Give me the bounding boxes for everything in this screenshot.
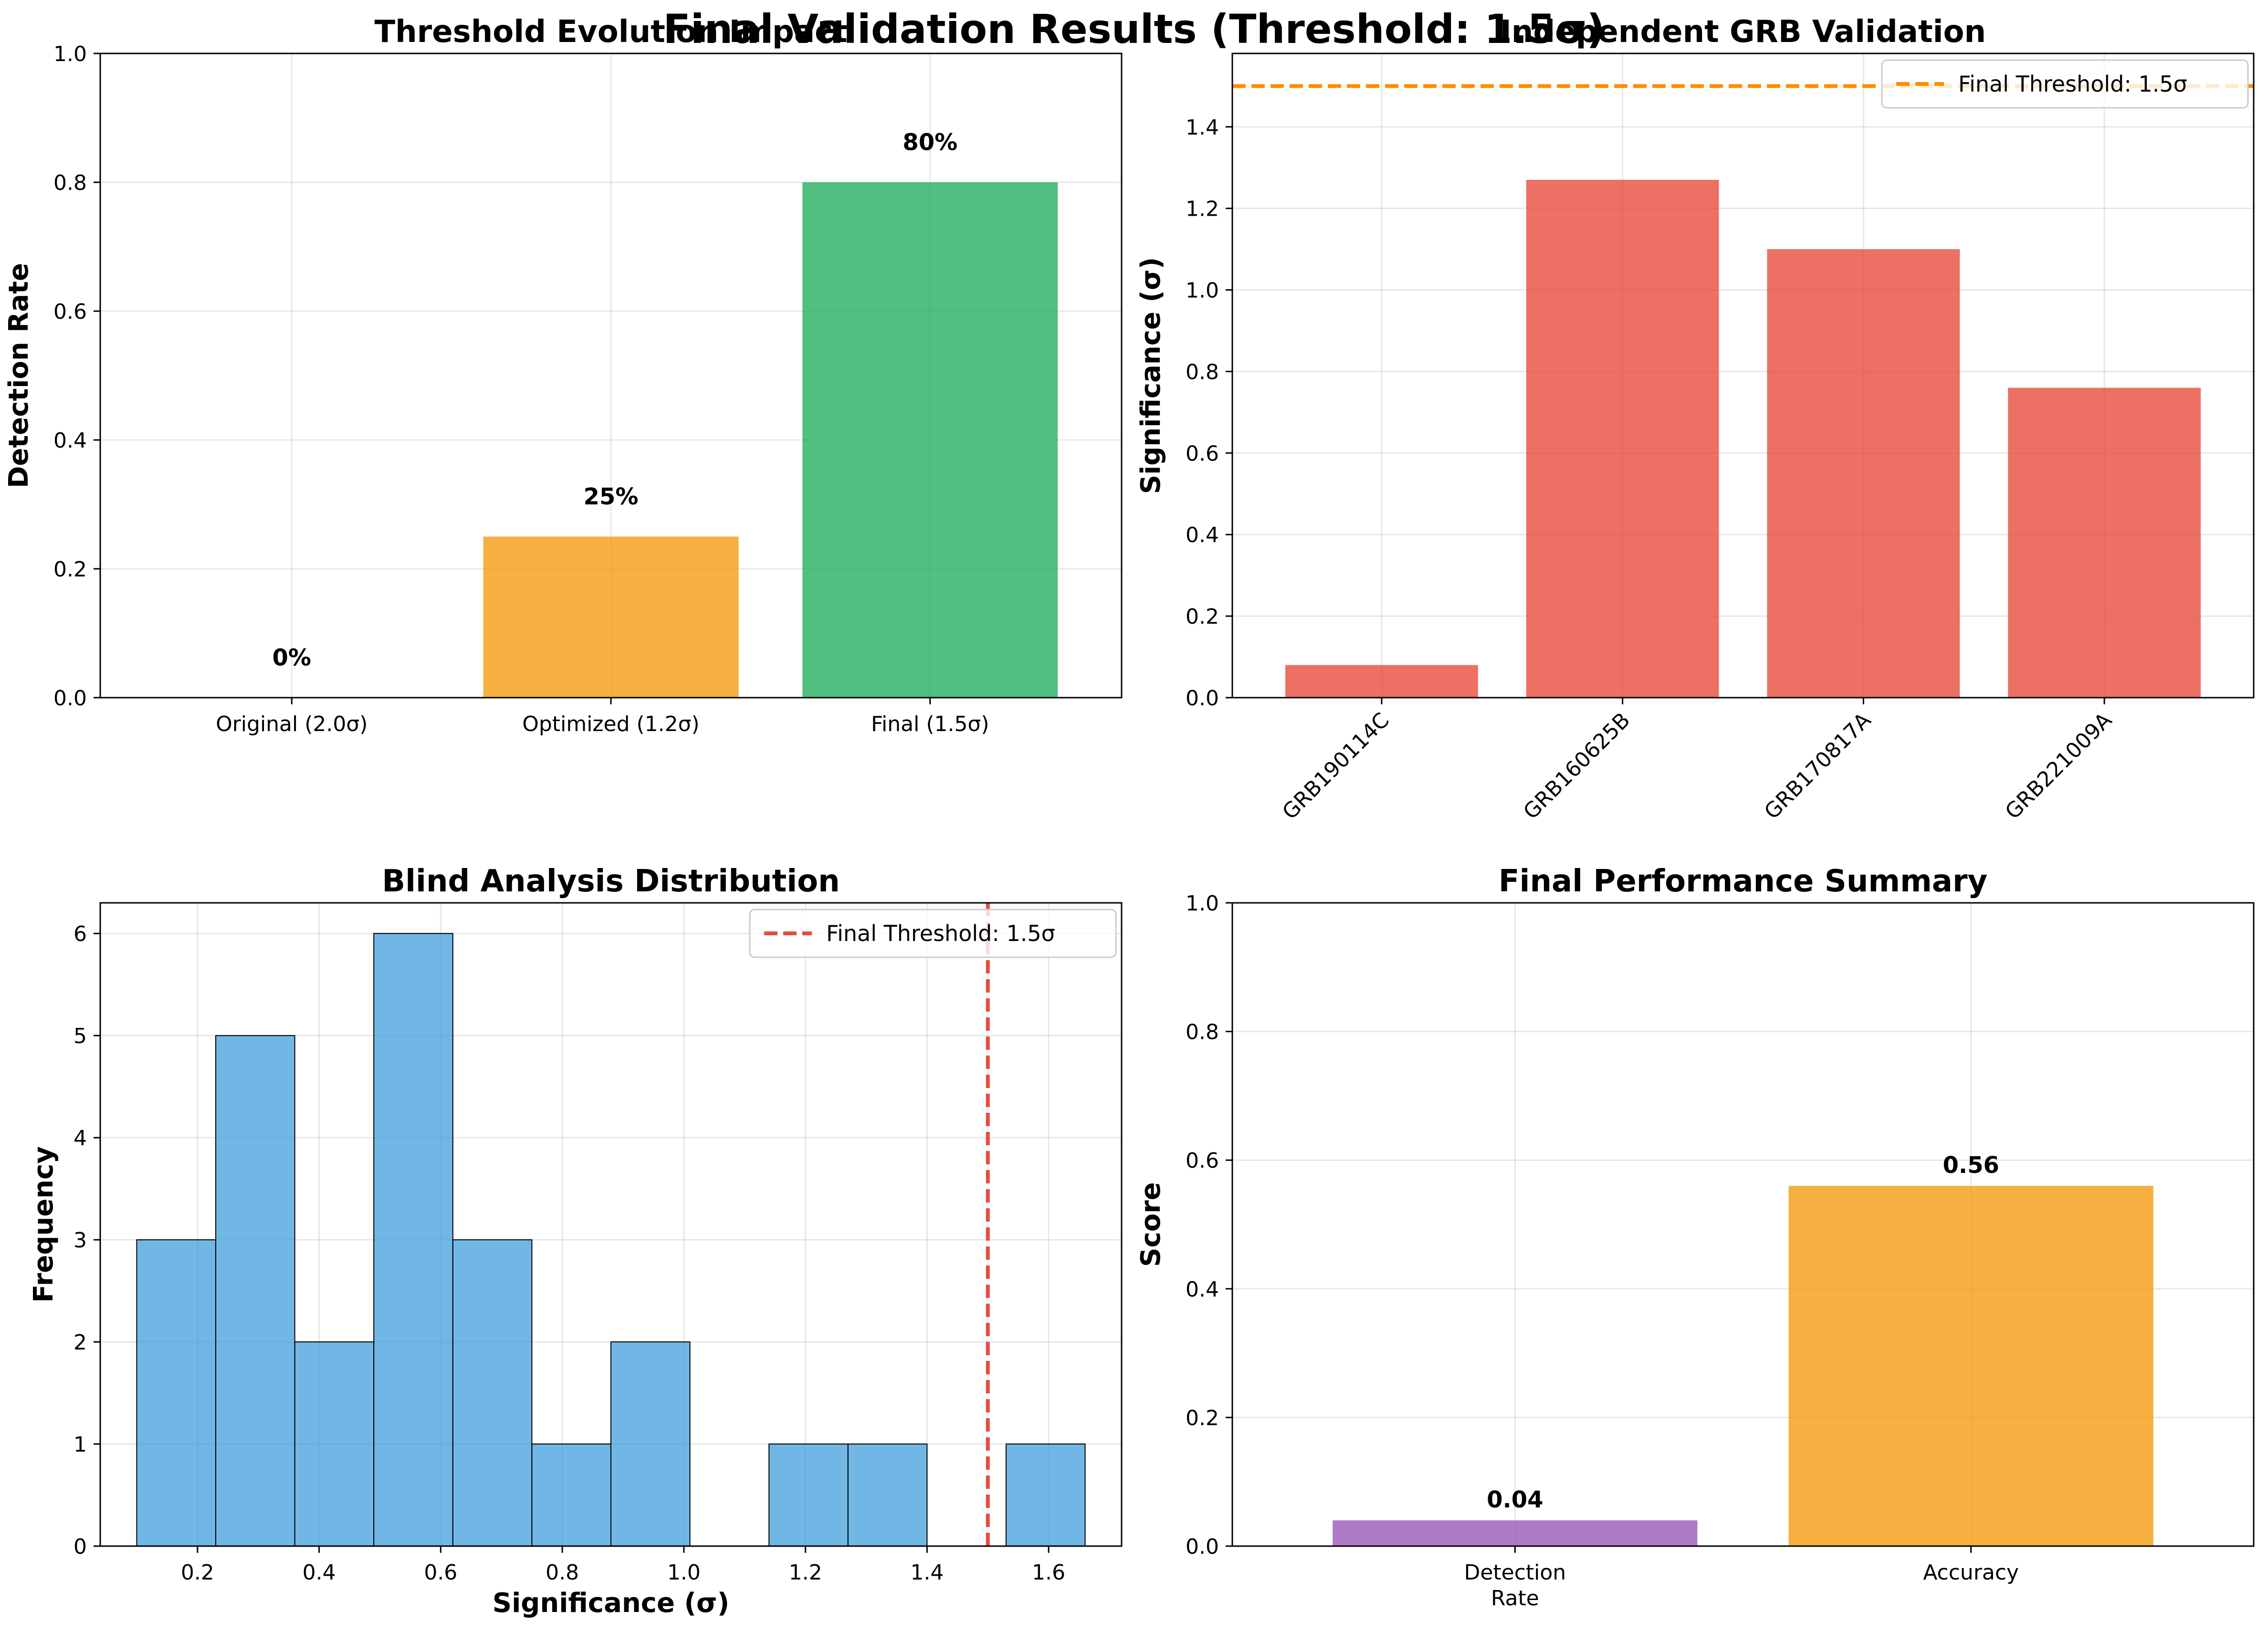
chart3-legend: [749, 909, 1117, 958]
chart3-ytick-label: 0: [74, 1535, 87, 1559]
chart4-ytick-label: 0.0: [1186, 1535, 1219, 1559]
chart1-xtick-label: Final (1.5σ): [871, 712, 989, 736]
chart3-hist-bar: [373, 933, 453, 1547]
chart1-xtick-label: Original (2.0σ): [216, 712, 368, 736]
chart4-axes-frame: [1231, 902, 2255, 1547]
chart2-bar: [2008, 387, 2201, 698]
chart4-ytick-label: 0.4: [1186, 1277, 1219, 1302]
chart3-xtick-label: 0.2: [181, 1560, 214, 1585]
chart3-ytick-label: 6: [74, 922, 87, 946]
chart2-bar: [1285, 665, 1478, 698]
chart3-xtick-label: 0.8: [546, 1560, 579, 1585]
chart3-legend-label: Final Threshold: 1.5σ: [826, 921, 1055, 946]
chart3-xtick-label: 1.6: [1032, 1560, 1065, 1585]
chart3-hist-bar: [531, 1444, 612, 1547]
figure-title: Final Validation Results (Threshold: 1.5…: [663, 6, 1605, 52]
chart3-hist-bar: [294, 1341, 375, 1547]
chart4-data-label: 0.04: [1487, 1486, 1543, 1513]
chart4-title: Final Performance Summary: [1499, 864, 1987, 899]
chart4-ylabel: Score: [1135, 1182, 1166, 1267]
chart1-bar: [483, 536, 739, 698]
chart4-ytick-label: 1.0: [1186, 891, 1219, 916]
chart1: 0.0 0.2 0.4 0.6 0.8 1.0 Original (2.0σ) 0% Optim…: [3, 14, 1123, 736]
chart1-ytick-label: 0.2: [53, 557, 87, 582]
chart3-axes-frame: [99, 902, 1123, 1547]
chart1-axes-frame: [99, 52, 1123, 699]
chart3-ytick-label: 5: [74, 1024, 87, 1048]
chart1-ylabel: Detection Rate: [3, 263, 34, 488]
chart4-ytick-label: 0.2: [1186, 1406, 1219, 1430]
chart3-xtick-label: 1.4: [910, 1560, 944, 1585]
chart2-ytick-label: 0.2: [1186, 605, 1219, 629]
chart3-hist-bar: [1005, 1444, 1086, 1547]
chart2-axes-frame: [1231, 52, 2255, 699]
chart4-data-label: 0.56: [1942, 1152, 1999, 1179]
chart1-ytick-label: 0.4: [53, 429, 87, 453]
chart1-data-label: 0%: [273, 645, 312, 671]
chart3-hist-bar: [847, 1444, 928, 1547]
chart3-hist-bar: [136, 1239, 217, 1547]
chart4-bar: [1333, 1520, 1698, 1546]
chart2-ytick-label: 0.6: [1186, 441, 1219, 466]
chart2-legend-label: Final Threshold: 1.5σ: [1958, 71, 2187, 97]
chart2-ytick-label: 0.4: [1186, 523, 1219, 547]
chart3: 0 1 2 3 4 5 6 0.2 0.4 0.6 0.8 1.0 1.2 1.4 1.6 Final Thr…: [28, 864, 1123, 1619]
chart2-title: Independent GRB Validation: [1500, 14, 1986, 50]
chart3-xtick-label: 0.4: [303, 1560, 336, 1585]
chart3-xtick-label: 1.0: [667, 1560, 701, 1585]
chart1-data-label: 25%: [584, 483, 639, 510]
chart4-ytick-label: 0.6: [1186, 1149, 1219, 1173]
chart1-title: Threshold Evolution Impact: [374, 14, 847, 50]
chart3-xtick-label: 0.6: [424, 1560, 457, 1585]
figure-title-group: Final Validation Results (Threshold: 1.5…: [663, 6, 1605, 52]
chart3-hist-bar: [215, 1035, 295, 1547]
chart1-ytick-label: 0.0: [53, 686, 87, 711]
chart1-ytick-label: 0.8: [53, 171, 87, 195]
chart3-ytick-label: 3: [74, 1228, 87, 1253]
chart2-legend: [1881, 59, 2249, 109]
chart3-xtick-label: 1.2: [789, 1560, 822, 1585]
chart3-hist-bar: [610, 1341, 691, 1547]
chart1-bar: [802, 182, 1058, 698]
chart2-bar: [1526, 179, 1719, 698]
chart2-ytick-label: 1.2: [1186, 197, 1219, 221]
chart3-ylabel: Frequency: [28, 1146, 59, 1303]
chart2-ytick-label: 1.4: [1186, 115, 1219, 140]
chart2-ylabel: Significance (σ): [1135, 257, 1166, 494]
chart2-ytick-label: 0.8: [1186, 360, 1219, 384]
chart3-ytick-label: 4: [74, 1126, 87, 1151]
chart1-ytick-label: 0.6: [53, 300, 87, 324]
chart3-xlabel: Significance (σ): [493, 1588, 730, 1619]
chart3-ytick-label: 1: [74, 1433, 87, 1457]
chart4-ytick-label: 0.8: [1186, 1020, 1219, 1045]
chart4-xtick-label: Detection: [1464, 1560, 1566, 1585]
chart2-ytick-label: 1.0: [1186, 279, 1219, 303]
chart2-bar: [1767, 249, 1960, 698]
chart1-xtick-label: Optimized (1.2σ): [522, 712, 699, 736]
chart4-xtick-label: Accuracy: [1923, 1560, 2019, 1585]
chart4-xtick-label: Rate: [1491, 1586, 1539, 1611]
chart4-bar: [1788, 1186, 2153, 1546]
chart1-ytick-label: 1.0: [53, 42, 87, 66]
chart3-ytick-label: 2: [74, 1330, 87, 1355]
chart1-data-label: 80%: [903, 129, 957, 156]
chart3-title: Blind Analysis Distribution: [382, 864, 840, 899]
chart2-ytick-label: 0.0: [1186, 686, 1219, 711]
chart3-hist-bar: [768, 1444, 849, 1547]
chart3-hist-bar: [452, 1239, 533, 1547]
